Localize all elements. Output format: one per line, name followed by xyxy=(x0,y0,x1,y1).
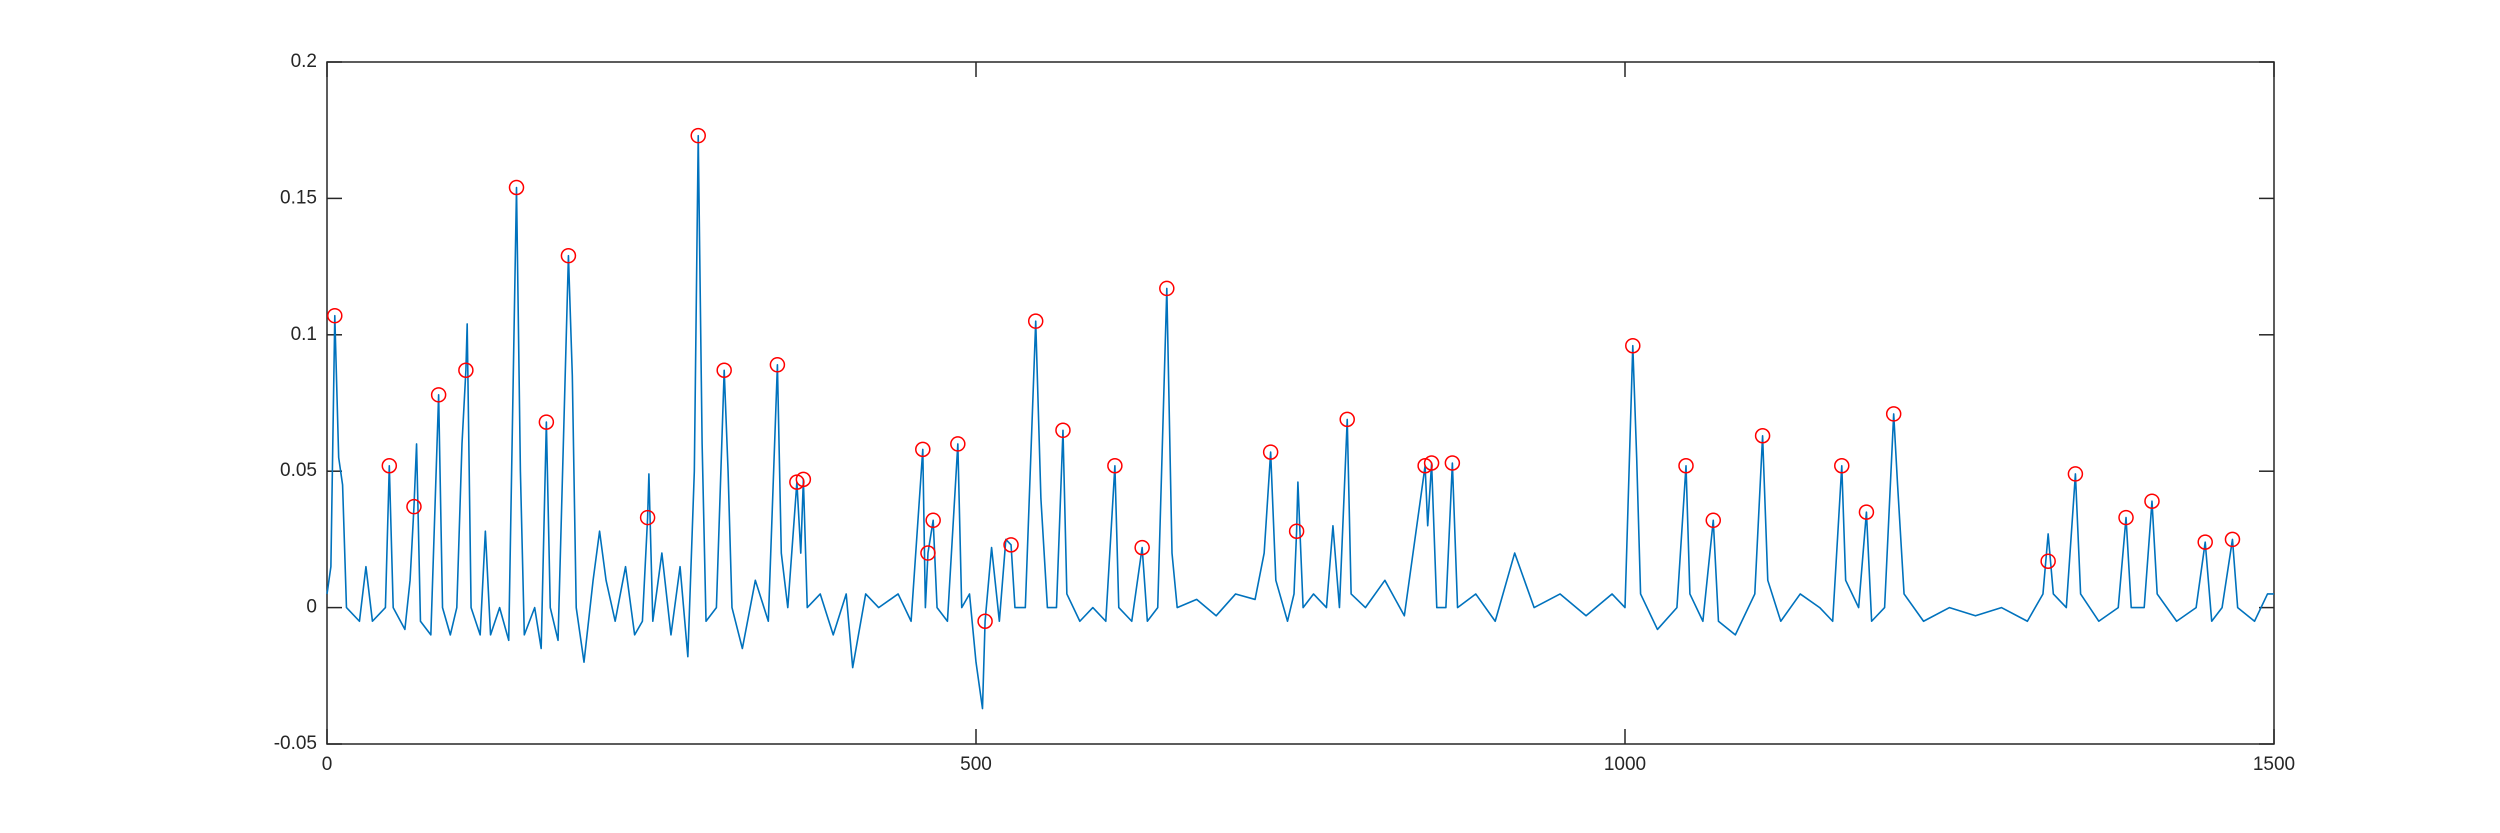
peak-marker xyxy=(508,179,525,196)
peak-marker xyxy=(915,441,931,458)
peak-marker xyxy=(2067,466,2084,482)
peak-marker xyxy=(1027,313,1044,329)
peak-marker xyxy=(2197,534,2213,550)
peak-marker xyxy=(950,436,966,452)
peak-marker xyxy=(1885,406,1902,422)
peak-marker xyxy=(1055,422,1071,439)
peak-marker xyxy=(977,613,993,629)
peak-marker xyxy=(1678,457,1694,474)
y-tick-label: 0.15 xyxy=(280,187,317,208)
peak-marker xyxy=(538,414,555,430)
peak-marker xyxy=(925,512,941,529)
peak-marker xyxy=(1417,457,1433,474)
peak-marker xyxy=(1423,455,1440,471)
peak-marker xyxy=(430,387,447,403)
y-tick-label: 0 xyxy=(306,597,317,618)
peak-marker xyxy=(381,457,398,474)
peak-marker xyxy=(1159,280,1175,297)
peak-marker xyxy=(1107,457,1123,474)
peak-marker xyxy=(789,474,805,490)
peak-marker xyxy=(1834,457,1850,474)
peak-marker xyxy=(1858,504,1875,520)
peak-marker xyxy=(716,362,732,379)
peak-marker xyxy=(1003,537,1019,553)
peak-marker xyxy=(2118,509,2134,526)
peak-marker xyxy=(458,362,474,379)
x-tick-label: 500 xyxy=(960,754,992,775)
peak-marker xyxy=(920,545,936,561)
peak-marker xyxy=(690,127,706,144)
peak-marker xyxy=(795,471,812,488)
peak-marker xyxy=(327,307,343,324)
x-tick-label: 1000 xyxy=(1604,754,1646,775)
x-tick-label: 0 xyxy=(322,754,333,775)
peak-marker xyxy=(639,509,656,526)
peak-marker xyxy=(406,498,422,515)
signal-line xyxy=(326,134,2274,710)
y-tick-label: 0.05 xyxy=(280,460,317,481)
peak-marker xyxy=(1705,512,1722,529)
peak-marker xyxy=(1754,427,1771,444)
x-tick-label: 1500 xyxy=(2253,754,2295,775)
peak-marker xyxy=(560,247,577,264)
plot-area xyxy=(326,61,2275,745)
peak-marker xyxy=(2040,553,2056,569)
peak-marker xyxy=(1288,523,1305,539)
peak-marker xyxy=(1134,539,1150,556)
peak-marker xyxy=(1444,455,1461,471)
peak-marker xyxy=(2224,531,2241,548)
peak-marker xyxy=(2144,493,2160,509)
peak-marker xyxy=(1625,337,1641,354)
y-tick-label: -0.05 xyxy=(274,733,317,754)
peak-marker xyxy=(769,357,786,373)
peak-marker xyxy=(1339,411,1355,428)
y-tick-label: 0.1 xyxy=(291,324,317,345)
y-tick-label: 0.2 xyxy=(291,51,317,72)
peak-marker xyxy=(1262,444,1279,460)
